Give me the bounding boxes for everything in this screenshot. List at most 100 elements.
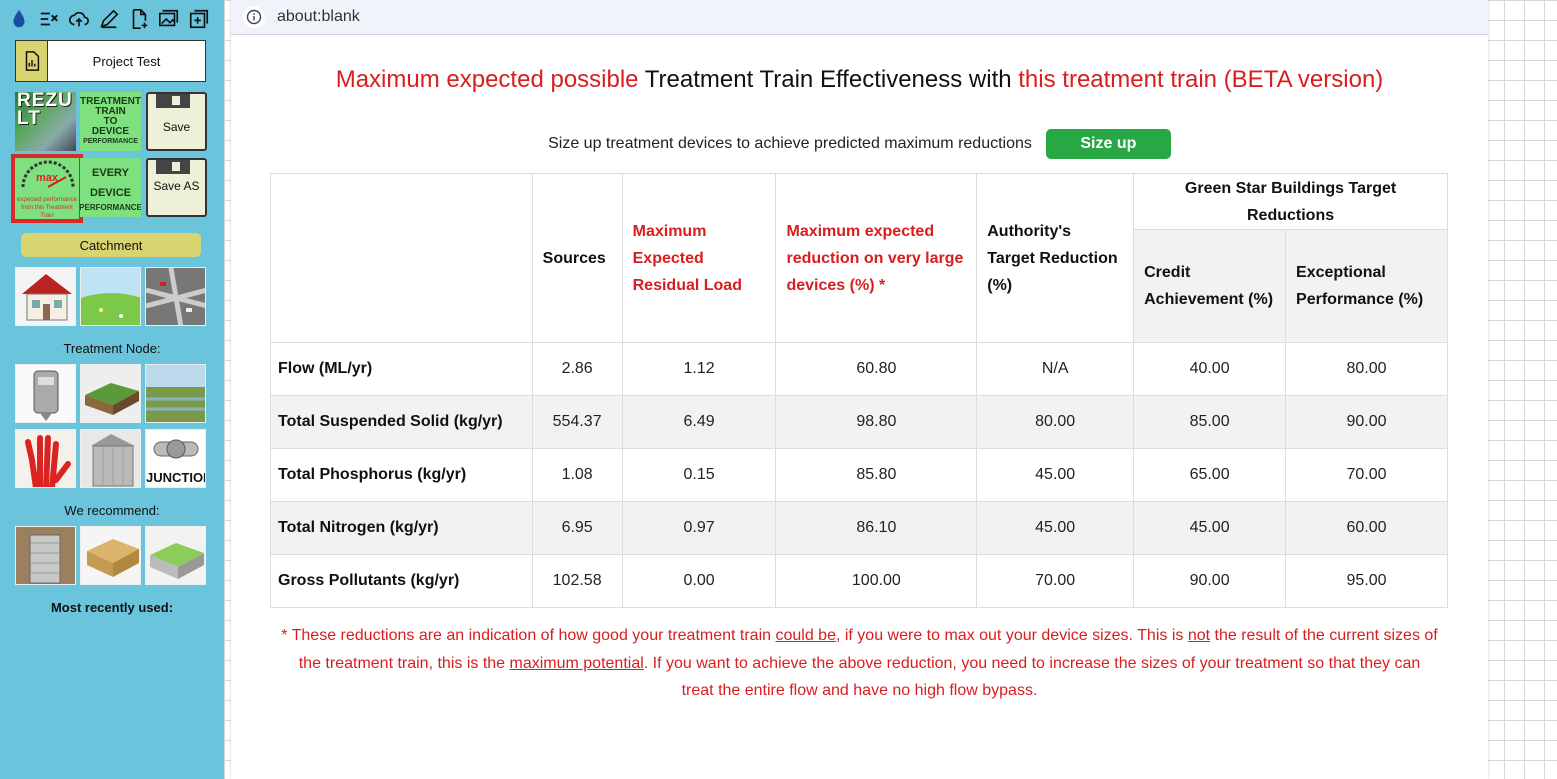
cell-exceptional: 90.00 xyxy=(1285,395,1448,449)
gross-pollutant-trap-icon[interactable] xyxy=(15,364,76,423)
recommended-swale-icon[interactable] xyxy=(145,526,206,585)
sidebar-toolbar xyxy=(6,6,212,32)
every-sub: PERFORMANCE xyxy=(80,202,141,212)
footnote-maximum-potential: maximum potential xyxy=(509,654,644,672)
table-row: Gross Pollutants (kg/yr) 102.58 0.00 100… xyxy=(270,554,1448,608)
max-label: max xyxy=(35,172,59,184)
treatment-node-label: Treatment Node: xyxy=(63,341,161,356)
table-row: Total Phosphorus (kg/yr) 1.08 0.15 85.80… xyxy=(270,448,1448,502)
report-file-icon[interactable] xyxy=(16,41,48,81)
recent-label: Most recently used: xyxy=(50,600,174,615)
pencil-icon[interactable] xyxy=(96,6,122,32)
cell-authority: N/A xyxy=(976,342,1135,396)
add-box-icon[interactable] xyxy=(186,6,212,32)
info-icon[interactable] xyxy=(243,6,265,28)
bioretention-icon[interactable] xyxy=(80,364,141,423)
junction-label: JUNCTION xyxy=(146,470,206,485)
header-exceptional-performance: Exceptional Performance (%) xyxy=(1285,229,1448,343)
cell-residual: 0.97 xyxy=(621,501,777,555)
max-performance-tile[interactable]: max expected performance from this Treat… xyxy=(11,154,83,223)
cell-reduction: 85.80 xyxy=(775,448,978,502)
wetland-icon[interactable] xyxy=(145,364,206,423)
save-button[interactable]: Save xyxy=(146,92,207,151)
cell-credit: 65.00 xyxy=(1133,448,1287,502)
cell-exceptional: 80.00 xyxy=(1285,342,1448,396)
footnote-part-a: * These reductions are an indication of … xyxy=(281,627,776,644)
ttd-sub: PERFORMANCE xyxy=(83,138,138,145)
header-max-reduction: Maximum expected reduction on very large… xyxy=(775,173,978,343)
every-line-1: EVERY xyxy=(92,166,129,179)
cell-credit: 45.00 xyxy=(1133,501,1287,555)
recommended-filter-icon[interactable] xyxy=(80,526,141,585)
cell-exceptional: 95.00 xyxy=(1285,554,1448,608)
page-title: Maximum expected possible Treatment Trai… xyxy=(231,66,1488,94)
cloud-upload-icon[interactable] xyxy=(66,6,92,32)
list-edit-icon[interactable] xyxy=(36,6,62,32)
rezult-label: REZU LT xyxy=(17,92,73,129)
footnote: * These reductions are an indication of … xyxy=(281,622,1438,705)
cell-sources: 554.37 xyxy=(531,395,623,449)
project-selector[interactable]: Project Test xyxy=(15,40,206,82)
cell-reduction: 98.80 xyxy=(775,395,978,449)
cell-authority: 45.00 xyxy=(976,448,1135,502)
cell-authority: 70.00 xyxy=(976,554,1135,608)
recommend-label: We recommend: xyxy=(64,503,160,518)
cell-residual: 0.15 xyxy=(621,448,777,502)
floppy-slot xyxy=(172,96,180,105)
footnote-part-e: the result of the current sizes of the t… xyxy=(298,627,1438,672)
cell-credit: 90.00 xyxy=(1133,554,1287,608)
gauge-icon xyxy=(21,160,75,188)
cell-exceptional: 60.00 xyxy=(1285,501,1448,555)
save-label: Save xyxy=(162,120,191,134)
row-label: Total Nitrogen (kg/yr) xyxy=(270,501,533,555)
save-as-button[interactable]: Save AS xyxy=(146,158,207,217)
title-part-1: Maximum expected possible xyxy=(335,66,639,93)
ttd-line-4: DEVICE xyxy=(91,126,130,137)
new-file-icon[interactable] xyxy=(126,6,152,32)
row-label: Gross Pollutants (kg/yr) xyxy=(270,554,533,608)
size-up-button[interactable]: Size up xyxy=(1045,129,1171,159)
cell-sources: 1.08 xyxy=(531,448,623,502)
images-icon[interactable] xyxy=(156,6,182,32)
cell-authority: 80.00 xyxy=(976,395,1135,449)
cell-exceptional: 70.00 xyxy=(1285,448,1448,502)
junction-icon[interactable]: JUNCTION xyxy=(145,429,206,488)
header-authority-target: Authority's Target Reduction (%) xyxy=(976,173,1135,343)
floppy-slot xyxy=(172,162,180,171)
hand-icon[interactable] xyxy=(15,429,76,488)
cell-authority: 45.00 xyxy=(976,501,1135,555)
cell-credit: 85.00 xyxy=(1133,395,1287,449)
header-residual-load: Maximum Expected Residual Load xyxy=(621,173,777,343)
treatment-train-to-device-tile[interactable]: TREATMENT TRAIN TO DEVICE PERFORMANCE xyxy=(80,92,141,151)
results-popup: about:blank Maximum expected possible Tr… xyxy=(231,0,1488,779)
table-row: Total Suspended Solid (kg/yr) 554.37 6.4… xyxy=(270,395,1448,449)
every-device-performance-tile[interactable]: EVERY DEVICE PERFORMANCE xyxy=(80,158,141,217)
cell-residual: 6.49 xyxy=(621,395,777,449)
footnote-part-g: . If you want to achieve the above reduc… xyxy=(643,654,1421,700)
size-up-row: Size up treatment devices to achieve pre… xyxy=(231,129,1488,159)
header-green-star: Green Star Buildings Target Reductions xyxy=(1133,173,1448,230)
recommended-tank-icon[interactable] xyxy=(15,526,76,585)
cell-reduction: 86.10 xyxy=(775,501,978,555)
rainwater-tank-icon[interactable] xyxy=(80,429,141,488)
header-sources: Sources xyxy=(531,173,623,343)
catchment-button[interactable]: Catchment xyxy=(21,233,201,257)
ttd-line-3: TO xyxy=(103,116,118,127)
row-label: Flow (ML/yr) xyxy=(270,342,533,396)
water-drop-icon[interactable] xyxy=(6,6,32,32)
house-catchment-icon[interactable] xyxy=(15,267,76,326)
road-catchment-icon[interactable] xyxy=(145,267,206,326)
cell-residual: 0.00 xyxy=(621,554,777,608)
cell-residual: 1.12 xyxy=(621,342,777,396)
project-name[interactable]: Project Test xyxy=(92,53,161,69)
cell-reduction: 100.00 xyxy=(775,554,978,608)
save-as-label: Save AS xyxy=(153,179,200,193)
table-row: Flow (ML/yr) 2.86 1.12 60.80 N/A 40.00 8… xyxy=(270,342,1448,396)
footnote-part-c: , if you were to max out your device siz… xyxy=(835,627,1188,644)
max-sub: expected performance from this Treatment… xyxy=(17,197,77,219)
ttd-line-1: TREATMENT xyxy=(80,96,141,107)
grass-catchment-icon[interactable] xyxy=(80,267,141,326)
address-bar: about:blank xyxy=(231,0,1488,35)
header-credit-achievement: Credit Achievement (%) xyxy=(1133,229,1287,343)
rezult-tile[interactable]: REZU LT xyxy=(15,92,76,151)
